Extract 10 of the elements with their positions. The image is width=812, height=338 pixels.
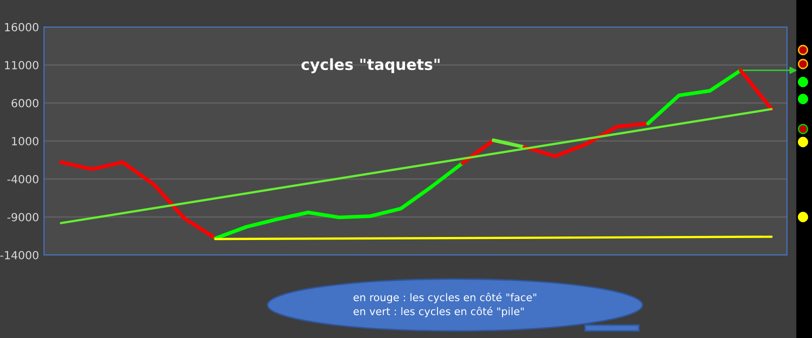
y-tick-label: 6000	[12, 98, 38, 108]
y-tick-label: 16000	[5, 22, 38, 32]
text: en vert : les cycles en côté "pile"	[354, 306, 524, 318]
y-tick-label: 1000	[12, 136, 38, 146]
y-tick-label: 11000	[5, 60, 38, 70]
y-tick-label: -14000	[0, 250, 38, 260]
text: cycles "taquets"	[301, 58, 440, 74]
y-tick-label: -4000	[7, 174, 38, 184]
text: en rouge : les cycles en côté "face"	[354, 292, 536, 304]
y-tick-label: -9000	[7, 212, 38, 222]
